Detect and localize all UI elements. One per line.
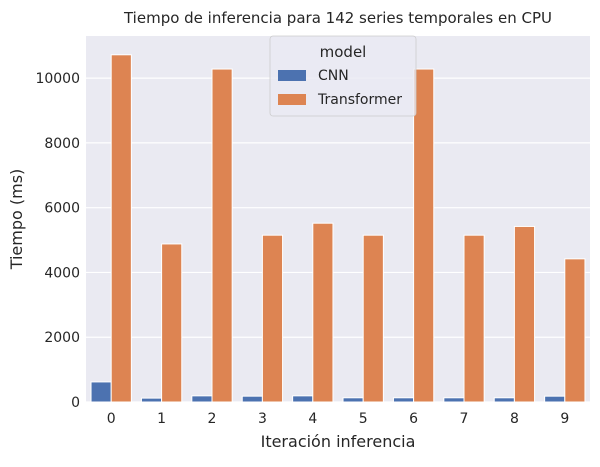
bars bbox=[90, 54, 586, 403]
x-tick-label: 1 bbox=[157, 411, 166, 427]
bar-transformer-7 bbox=[463, 234, 485, 403]
bar-transformer-3 bbox=[261, 234, 284, 403]
bar-cnn-2 bbox=[191, 395, 213, 403]
x-tick-label: 0 bbox=[107, 411, 116, 427]
y-tick-label: 0 bbox=[71, 395, 80, 411]
x-tick-label: 7 bbox=[460, 411, 469, 427]
bar-cnn-3 bbox=[241, 395, 263, 403]
bar-cnn-0 bbox=[90, 381, 112, 403]
legend-swatch-transformer bbox=[278, 94, 306, 105]
x-tick-label: 5 bbox=[359, 411, 368, 427]
bar-transformer-8 bbox=[513, 225, 536, 403]
bar-cnn-9 bbox=[544, 395, 566, 403]
x-tick-labels: 0 1 2 3 4 5 6 7 8 9 bbox=[107, 411, 570, 427]
bar-transformer-1 bbox=[161, 243, 183, 403]
x-tick-label: 9 bbox=[560, 411, 569, 427]
bar-transformer-2 bbox=[211, 68, 233, 403]
bar-cnn-7 bbox=[443, 397, 465, 403]
bar-cnn-6 bbox=[392, 397, 415, 403]
bar-transformer-5 bbox=[362, 234, 384, 403]
x-tick-label: 8 bbox=[510, 411, 519, 427]
y-tick-label: 8000 bbox=[44, 136, 80, 152]
bar-transformer-6 bbox=[413, 68, 435, 403]
legend-label-transformer: Transformer bbox=[317, 92, 402, 108]
y-tick-label: 10000 bbox=[35, 71, 80, 87]
x-tick-label: 3 bbox=[258, 411, 267, 427]
y-tick-label: 4000 bbox=[44, 265, 80, 281]
bar-cnn-5 bbox=[342, 397, 364, 403]
legend: model CNN Transformer bbox=[269, 35, 417, 117]
y-axis-label: Tiempo (ms) bbox=[7, 169, 26, 271]
x-tick-label: 4 bbox=[308, 411, 317, 427]
legend-box bbox=[269, 35, 417, 117]
legend-label-cnn: CNN bbox=[318, 68, 349, 84]
chart-title: Tiempo de inferencia para 142 series tem… bbox=[123, 9, 552, 27]
bar-transformer-4 bbox=[312, 222, 334, 403]
bar-cnn-4 bbox=[292, 395, 314, 403]
x-tick-label: 2 bbox=[208, 411, 217, 427]
bar-cnn-8 bbox=[493, 397, 515, 403]
y-tick-label: 6000 bbox=[44, 201, 80, 217]
x-axis-label: Iteración inferencia bbox=[261, 432, 416, 451]
bar-transformer-9 bbox=[564, 258, 586, 403]
legend-title: model bbox=[320, 43, 367, 61]
x-tick-label: 6 bbox=[409, 411, 418, 427]
bar-transformer-0 bbox=[110, 54, 132, 403]
bar-cnn-1 bbox=[140, 397, 163, 403]
y-tick-label: 2000 bbox=[44, 330, 80, 346]
legend-swatch-cnn bbox=[278, 70, 306, 81]
y-tick-labels: 0 2000 4000 6000 8000 10000 bbox=[35, 71, 80, 411]
